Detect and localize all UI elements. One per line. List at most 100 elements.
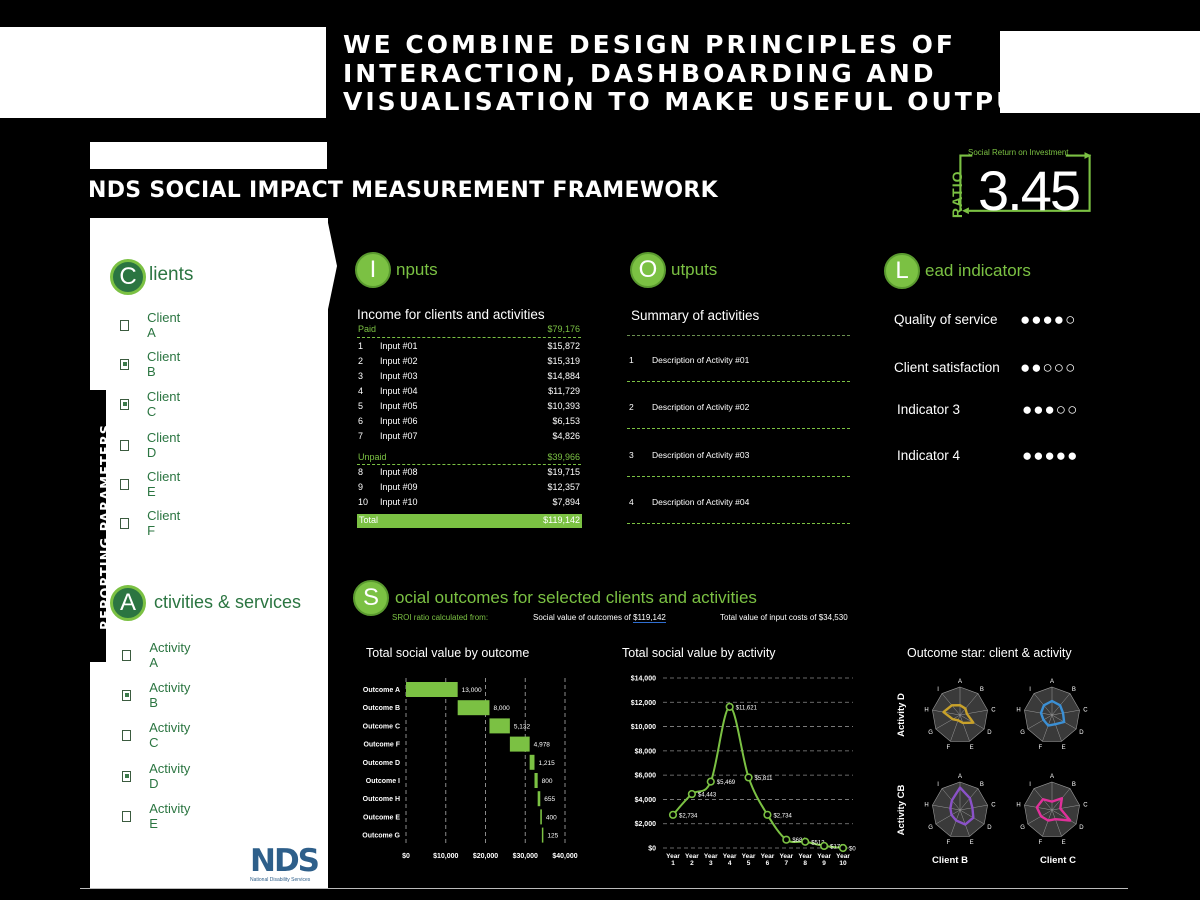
x-tick-label: 4: [728, 860, 732, 867]
input-row: 8 Input #08 $19,715: [357, 467, 581, 479]
bottom-rule: [80, 888, 1128, 889]
sroi-badge-frame: [959, 152, 1092, 215]
category-label: Outcome H: [363, 796, 400, 803]
bar-value-label: 13,000: [462, 687, 482, 694]
output-row: 4 Description of Activity #04: [629, 497, 749, 507]
checkbox-icon[interactable]: [122, 810, 132, 822]
waterfall-bar: [541, 827, 544, 843]
radar-spoke: [1042, 809, 1053, 837]
unpaid-divider: [357, 464, 581, 465]
client-item-e[interactable]: Client E: [120, 469, 182, 499]
x-tick-label: Year: [836, 853, 850, 860]
social-heading: ocial outcomes for selected clients and …: [395, 588, 757, 607]
sidebar-arrow: [327, 218, 337, 314]
input-row-name: Input #08: [380, 467, 418, 477]
star-chart-title: Outcome star: client & activity: [907, 646, 1072, 660]
activity-item-e[interactable]: Activity E: [122, 801, 192, 831]
checkbox-checked-icon[interactable]: [122, 689, 132, 701]
outcome-star-charts: A B C D E F G H I A B C D E F G H I A B C D E F G H I A B C D E F G H I Acti…: [896, 679, 1088, 866]
client-item-c[interactable]: Client C: [120, 389, 182, 419]
data-point: [838, 843, 848, 853]
checkbox-checked-icon[interactable]: [120, 398, 129, 410]
client-item-a[interactable]: Client A: [120, 310, 182, 340]
activity-item-d[interactable]: Activity D: [122, 761, 192, 791]
activity-item-a[interactable]: Activity A: [122, 640, 192, 670]
paid-header: Paid $79,176: [358, 324, 580, 334]
checkbox-icon[interactable]: [120, 319, 130, 331]
data-point: [744, 773, 753, 782]
radar-series: [942, 704, 975, 725]
data-point: [820, 841, 829, 851]
bar-value-label: 1,215: [538, 760, 555, 767]
activity-item-c[interactable]: Activity C: [122, 720, 192, 750]
checkbox-checked-icon[interactable]: [122, 770, 132, 782]
lead-indicator-label: Client satisfaction: [894, 360, 1000, 375]
x-tick-label: 6: [766, 860, 770, 867]
input-row-name: Input #06: [380, 416, 418, 426]
checkbox-icon[interactable]: [122, 649, 132, 661]
point-value-label: $11,621: [736, 705, 758, 711]
input-row-value: $15,319: [547, 356, 580, 366]
checkbox-icon[interactable]: [120, 439, 129, 451]
inputs-letter-icon: I: [355, 252, 391, 288]
radar-spoke: [932, 804, 961, 811]
output-row-number: 1: [629, 355, 634, 365]
radar-axis-label: G: [1020, 825, 1025, 831]
radar-series: [1039, 699, 1066, 727]
activities-letter-icon: A: [110, 585, 146, 621]
lead-indicator-label: Indicator 4: [897, 448, 961, 463]
radar-axis-label: A: [958, 679, 962, 685]
point-value-label: $4,443: [698, 793, 717, 799]
input-row-name: Input #04: [380, 386, 418, 396]
output-row: 2 Description of Activity #02: [629, 402, 749, 412]
radar-spoke: [1051, 809, 1062, 837]
radar-axis-label: I: [937, 782, 939, 788]
data-point: [801, 837, 810, 846]
outcome-chart-title: Total social value by outcome: [366, 646, 530, 660]
input-row-name: Input #01: [380, 341, 418, 351]
client-item-d[interactable]: Client D: [120, 430, 182, 460]
radar-spoke: [932, 709, 961, 716]
input-row-number: 1: [358, 341, 364, 351]
waterfall-bar: [540, 809, 542, 825]
y-tick-label: $2,000: [635, 821, 657, 828]
radar-axis-label: B: [1072, 782, 1076, 788]
checkbox-icon[interactable]: [122, 729, 132, 741]
radar-axis-label: E: [1062, 840, 1066, 846]
client-item-b[interactable]: Client B: [120, 349, 182, 379]
headline-line-2: INTERACTION, DASHBOARDING AND: [343, 58, 937, 88]
radar-spoke: [1051, 714, 1062, 742]
outputs-divider-0: [627, 335, 850, 336]
client-item-f[interactable]: Client F: [120, 508, 182, 538]
category-label: Outcome G: [362, 833, 400, 840]
radar-axis-label: E: [970, 745, 974, 751]
waterfall-bar: [529, 754, 535, 770]
x-tick-label: 1: [671, 860, 675, 867]
input-row: 10 Input #10 $7,894: [357, 497, 581, 509]
checkbox-checked-icon[interactable]: [120, 358, 129, 370]
input-row-number: 3: [358, 371, 364, 381]
rating-dots-icon: ●●●●○: [1020, 310, 1077, 329]
output-row-desc: Description of Activity #03: [652, 449, 750, 460]
outputs-heading: utputs: [671, 260, 718, 279]
x-tick-label: 5: [747, 860, 751, 867]
input-row-name: Input #10: [380, 497, 418, 507]
data-point: [782, 835, 791, 844]
x-tick-label: 2: [690, 860, 694, 867]
activity-item-b[interactable]: Activity B: [122, 680, 192, 710]
radar-axis-label: E: [970, 840, 974, 846]
data-point: [763, 810, 772, 819]
input-row-name: Input #03: [380, 371, 418, 381]
x-tick-label: Year: [798, 853, 812, 860]
input-row-number: 6: [358, 416, 364, 426]
input-row-number: 7: [358, 431, 364, 441]
point-value-label: $5,811: [755, 776, 774, 782]
radar-axis-label: C: [1083, 707, 1088, 713]
input-row-number: 4: [358, 386, 364, 396]
bar-value-label: 8,000: [493, 705, 510, 712]
y-tick-label: $4,000: [635, 797, 657, 804]
category-label: Outcome B: [363, 705, 400, 712]
checkbox-icon[interactable]: [120, 478, 129, 490]
checkbox-icon[interactable]: [120, 517, 130, 529]
output-row-desc: Description of Activity #04: [652, 496, 750, 507]
